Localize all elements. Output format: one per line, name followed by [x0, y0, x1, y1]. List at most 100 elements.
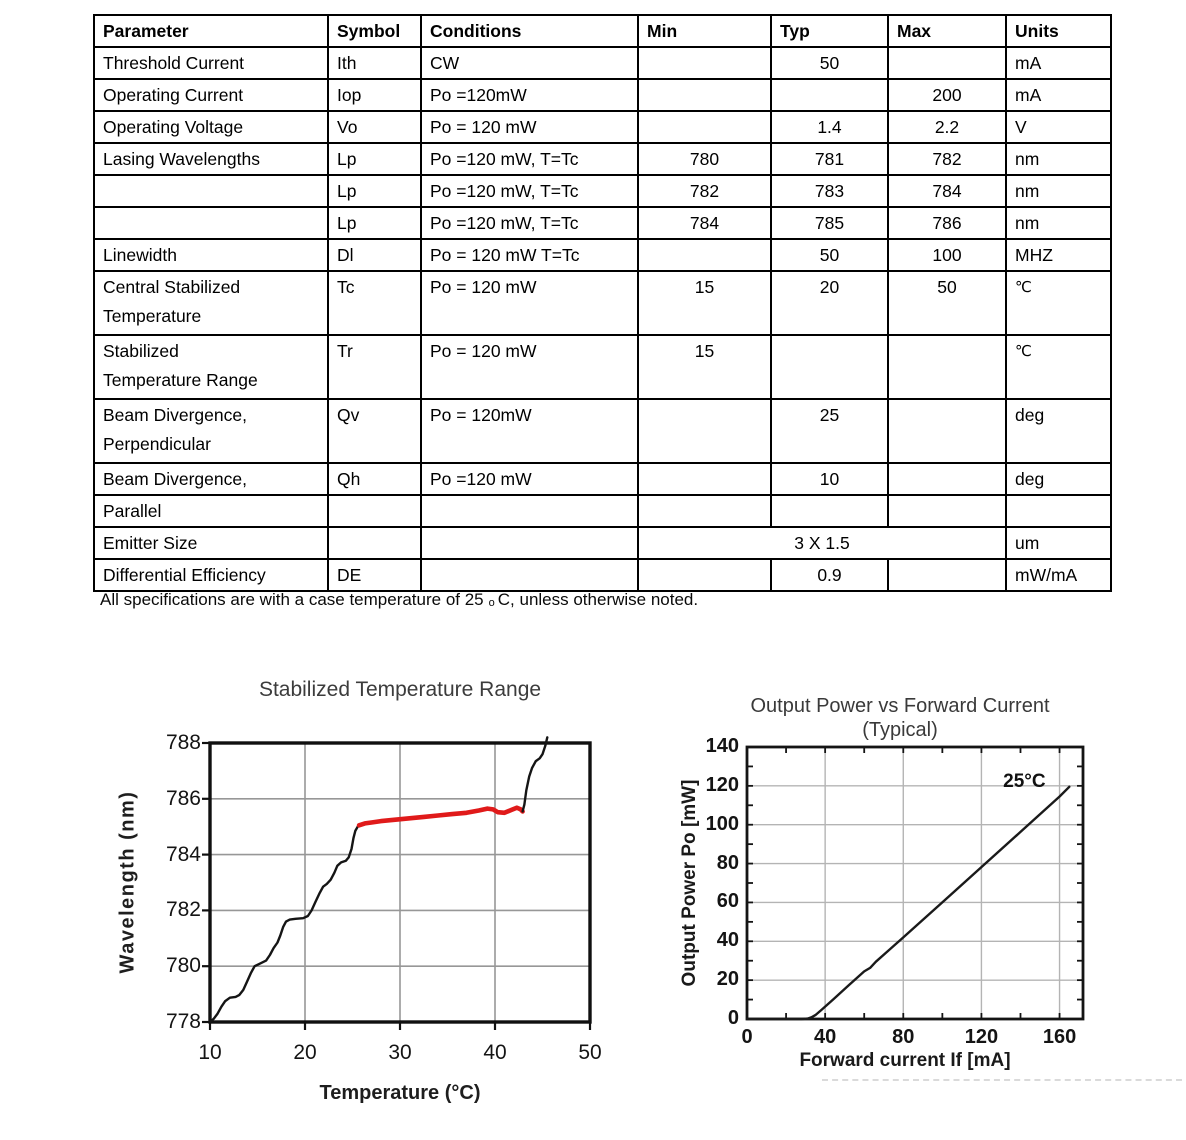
table-cell: Po = 120 mW T=Tc — [420, 238, 639, 272]
table-cell: 15 — [637, 270, 772, 336]
table-cell — [887, 558, 1007, 592]
table-cell: 100 — [887, 238, 1007, 272]
table-row: Operating Voltage Vo Po = 120 mW 1.4 2.2 V — [93, 110, 1112, 144]
table-cell: ℃ — [1005, 270, 1112, 336]
table-row: Linewidth Dl Po = 120 mW T=Tc 50 100 MHZ — [93, 238, 1112, 272]
table-cell — [637, 110, 772, 144]
table-cell — [637, 46, 772, 80]
y-tick-label: 120 — [705, 773, 739, 796]
table-cell — [770, 78, 889, 112]
table-cell: Po =120 mW, T=Tc — [420, 142, 639, 176]
table-cell: mA — [1005, 46, 1112, 80]
x-axis-label: Temperature (°C) — [319, 1082, 481, 1104]
y-tick-label: 786 — [165, 786, 201, 810]
table-cell: 3 X 1.5 — [637, 526, 1007, 560]
table-row: Lp Po =120 mW, T=Tc 784 785 786 nm — [93, 206, 1112, 240]
table-cell: Po = 120 mW — [420, 334, 639, 400]
table-row: Beam Divergence, Perpendicular Qv Po = 120… — [93, 398, 1112, 464]
chart-subtitle: (Typical) — [862, 719, 938, 741]
table-cell: 50 — [770, 238, 889, 272]
table-cell: Parallel — [93, 494, 329, 528]
table-row: Parallel — [93, 494, 1112, 528]
table-cell: DE — [327, 558, 422, 592]
table-cell — [637, 398, 772, 464]
table-cell: Stabilized Temperature Range — [93, 334, 329, 400]
table-cell: Beam Divergence, — [93, 462, 329, 496]
footnote-text-tail: C, unless otherwise noted. — [497, 590, 699, 609]
table-cell: nm — [1005, 206, 1112, 240]
table-cell — [420, 558, 639, 592]
table-cell — [770, 334, 889, 400]
y-tick-label: 20 — [716, 968, 739, 991]
table-cell: 2.2 — [887, 110, 1007, 144]
spec-table: Parameter Symbol Conditions Min Typ Max Units … — [93, 14, 1112, 592]
table-cell: 15 — [637, 334, 772, 400]
output-power-chart: Output Power vs Forward Current (Typical… — [660, 690, 1170, 1110]
table-cell — [1005, 494, 1112, 528]
table-cell: Lp — [327, 174, 422, 208]
column-header: Max — [887, 14, 1007, 48]
table-cell: MHZ — [1005, 238, 1112, 272]
table-cell: Dl — [327, 238, 422, 272]
table-cell: 783 — [770, 174, 889, 208]
y-tick-label: 80 — [716, 851, 739, 874]
table-cell: Po = 120 mW — [420, 270, 639, 336]
chart-plot-area — [745, 745, 1085, 1021]
column-header: Conditions — [420, 14, 639, 48]
stabilized-range-red-segment — [356, 805, 525, 828]
table-row: Lasing Wavelengths Lp Po =120 mW, T=Tc 780 7… — [93, 142, 1112, 176]
table-cell: Lasing Wavelengths — [93, 142, 329, 176]
y-tick-label: 100 — [705, 812, 739, 835]
temperature-annotation: 25°C — [1003, 770, 1046, 792]
table-cell: Emitter Size — [93, 526, 329, 560]
table-cell: Po =120 mW, T=Tc — [420, 174, 639, 208]
chart-title: Stabilized Temperature Range — [258, 678, 542, 701]
table-cell: Po = 120mW — [420, 398, 639, 464]
stabilized-temperature-chart: Stabilized Temperature Range Wavelength … — [100, 670, 640, 1130]
table-cell: Differential Efficiency — [93, 558, 329, 592]
table-cell — [93, 206, 329, 240]
table-cell: deg — [1005, 462, 1112, 496]
degree-mark: o — [488, 597, 495, 609]
table-cell: nm — [1005, 142, 1112, 176]
column-header: Parameter — [93, 14, 329, 48]
table-cell — [93, 174, 329, 208]
x-tick-label: 30 — [388, 1041, 412, 1064]
table-cell — [637, 78, 772, 112]
x-tick-label: 20 — [293, 1041, 317, 1064]
x-tick-label: 10 — [198, 1041, 222, 1064]
table-cell — [637, 462, 772, 496]
y-tick-label: 784 — [165, 842, 201, 866]
y-tick-label: 788 — [165, 731, 201, 754]
column-header: Typ — [770, 14, 889, 48]
table-cell: 781 — [770, 142, 889, 176]
chart-title: Output Power vs Forward Current — [750, 695, 1050, 717]
table-cell: nm — [1005, 174, 1112, 208]
table-cell — [420, 526, 639, 560]
table-cell: Threshold Current — [93, 46, 329, 80]
column-header: Min — [637, 14, 772, 48]
spec-table-head: Parameter Symbol Conditions Min Typ Max Units — [93, 14, 1112, 48]
table-cell — [420, 494, 639, 528]
table-cell: V — [1005, 110, 1112, 144]
x-tick-label: 0 — [741, 1026, 753, 1048]
table-cell — [637, 558, 772, 592]
table-cell: Vo — [327, 110, 422, 144]
table-cell — [327, 526, 422, 560]
spec-footnote: All specifications are with a case tempe… — [100, 590, 698, 610]
table-cell: 10 — [770, 462, 889, 496]
table-cell — [887, 462, 1007, 496]
y-tick-label: 60 — [716, 890, 739, 913]
table-cell: 785 — [770, 206, 889, 240]
scan-artifact-line — [822, 1079, 1182, 1081]
table-cell — [327, 494, 422, 528]
y-tick-label: 782 — [165, 898, 201, 922]
x-tick-label: 40 — [814, 1026, 837, 1048]
table-row: Differential Efficiency DE 0.9 mW/mA — [93, 558, 1112, 592]
table-cell: Qv — [327, 398, 422, 464]
chart-plot-area — [202, 736, 592, 1030]
column-header: Units — [1005, 14, 1112, 48]
y-tick-label: 780 — [165, 954, 201, 978]
table-row: Operating Current Iop Po =120mW 200 mA — [93, 78, 1112, 112]
table-row: Beam Divergence, Qh Po =120 mW 10 deg — [93, 462, 1112, 496]
